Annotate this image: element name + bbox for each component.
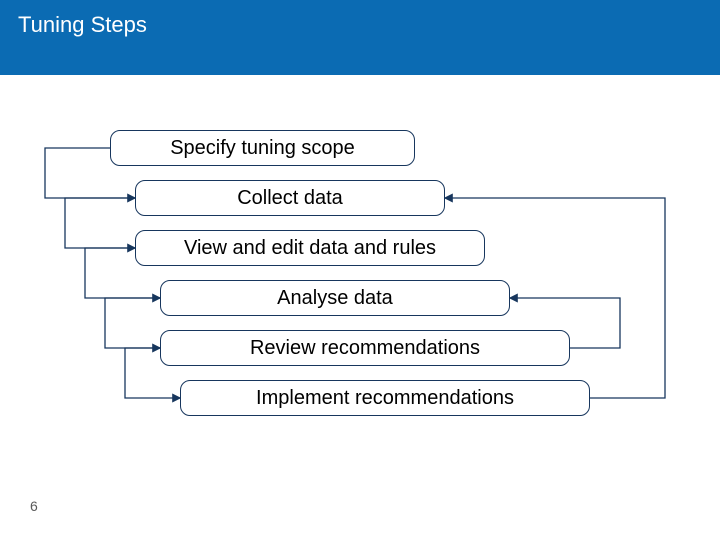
tuning-steps-diagram: Specify tuning scope Collect data View and…: [0, 0, 720, 540]
flow-connectors: [0, 0, 720, 540]
page-number: 6: [30, 498, 38, 514]
flow-edge: [105, 298, 160, 348]
flow-node: Review recommendations: [160, 330, 570, 366]
flow-node: Collect data: [135, 180, 445, 216]
flow-node: Implement recommendations: [180, 380, 590, 416]
flow-node: Analyse data: [160, 280, 510, 316]
flow-edge: [65, 198, 135, 248]
flow-node: View and edit data and rules: [135, 230, 485, 266]
flow-node: Specify tuning scope: [110, 130, 415, 166]
